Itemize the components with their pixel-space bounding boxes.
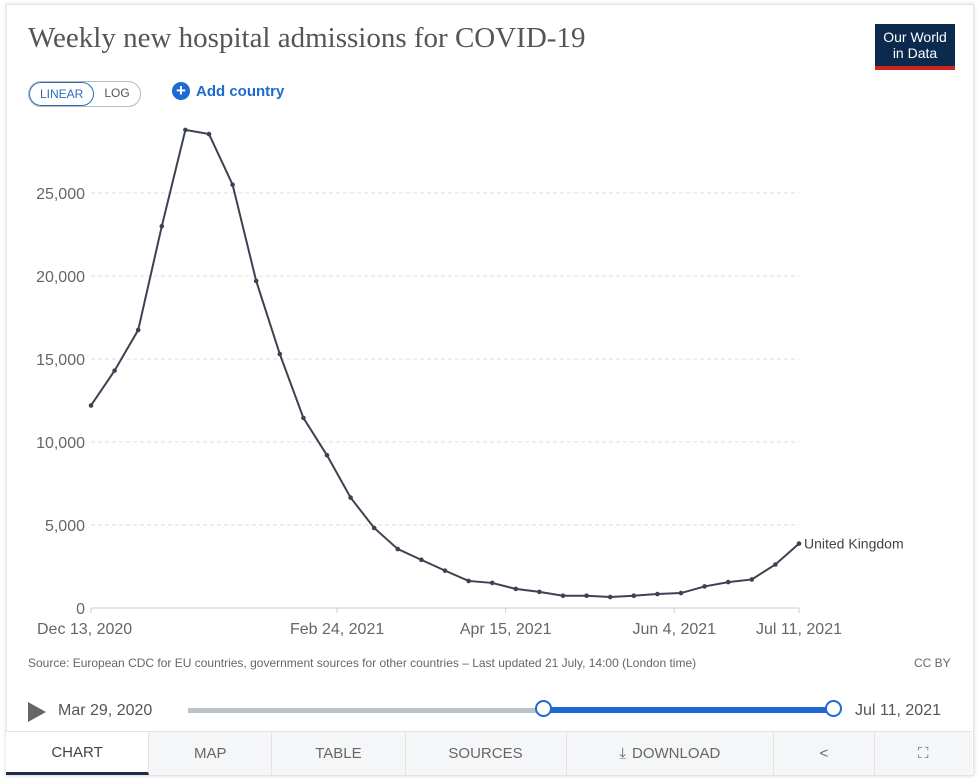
x-tick-label: Jun 4, 2021 [632,621,716,638]
data-point [135,327,141,333]
series-label: United Kingdom [804,536,904,552]
data-point [371,525,377,531]
timeline: Mar 29, 2020 Jul 11, 2021 [0,698,980,728]
data-point [301,415,306,421]
license-link[interactable]: CC BY [914,656,951,670]
add-country-button[interactable]: + Add country [172,82,284,100]
share-icon: < [819,745,829,762]
y-tick-label: 5,000 [45,518,85,535]
data-point [183,127,188,133]
fullscreen-button[interactable]: ⛶ [875,732,972,775]
download-icon: ⤓ [619,745,627,762]
scale-toggle[interactable]: LINEAR LOG [28,81,141,107]
data-point [324,452,330,458]
owid-logo[interactable]: Our World in Data [875,24,955,70]
timeline-selected-range [544,707,834,713]
scale-linear-button[interactable]: LINEAR [29,82,95,106]
chart-frame [6,4,974,776]
data-point [655,591,660,597]
data-point [584,593,589,599]
x-tick-label: Jul 11, 2021 [756,621,842,638]
data-point [489,580,495,586]
data-point [631,593,637,599]
tab-map[interactable]: MAP [149,732,273,775]
data-point [749,577,755,582]
data-point [537,589,542,595]
data-point [206,131,212,137]
line-chart: 0 5,000 10,000 15,000 20,000 25,000 Dec 13, 20… [36,127,904,638]
data-point [277,351,283,357]
data-point [348,495,353,500]
x-tick-label: Apr 15, 2021 [460,621,552,638]
data-point [796,541,802,546]
data-point [88,403,94,408]
y-tick-label: 15,000 [36,352,85,369]
timeline-end-handle[interactable] [825,700,842,717]
tab-table[interactable]: TABLE [272,732,406,775]
timeline-start-date: Mar 29, 2020 [58,702,153,719]
chart-title: Weekly new hospital admissions for COVID… [28,22,586,54]
data-point [230,182,235,187]
data-point [419,557,424,563]
data-point [773,562,778,567]
play-icon[interactable] [28,702,46,722]
download-label: DOWNLOAD [632,745,721,762]
tab-chart[interactable]: CHART [6,732,150,775]
y-tick-label: 0 [76,601,85,618]
plus-icon: + [172,82,190,100]
scale-log-button[interactable]: LOG [104,86,130,100]
share-button[interactable]: < [774,732,875,775]
tab-download[interactable]: ⤓ DOWNLOAD [567,732,775,775]
y-tick-label: 25,000 [36,186,85,203]
data-point [513,586,519,592]
timeline-track[interactable] [188,708,834,713]
x-tick-label: Feb 24, 2021 [290,621,384,638]
tab-sources[interactable]: SOURCES [406,732,567,775]
data-point [725,579,731,585]
tab-bar: CHART MAP TABLE SOURCES ⤓ DOWNLOAD < ⛶ [6,731,972,775]
data-point [395,546,401,552]
x-tick-label: Dec 13, 2020 [37,621,132,638]
data-point [678,590,684,596]
series-line [90,128,800,599]
fullscreen-icon: ⛶ [918,745,929,762]
timeline-start-handle[interactable] [535,700,552,717]
timeline-end-date: Jul 11, 2021 [855,702,941,719]
data-point [112,368,117,373]
data-point [607,594,613,600]
data-point [159,223,165,229]
data-point [702,584,707,589]
source-note: Source: European CDC for EU countries, g… [28,656,697,670]
y-tick-label: 10,000 [36,435,85,452]
y-tick-label: 20,000 [36,269,85,286]
data-point [466,578,471,584]
data-point [442,568,448,573]
add-country-label: Add country [196,82,285,100]
data-point [560,593,566,599]
data-point [253,278,259,284]
